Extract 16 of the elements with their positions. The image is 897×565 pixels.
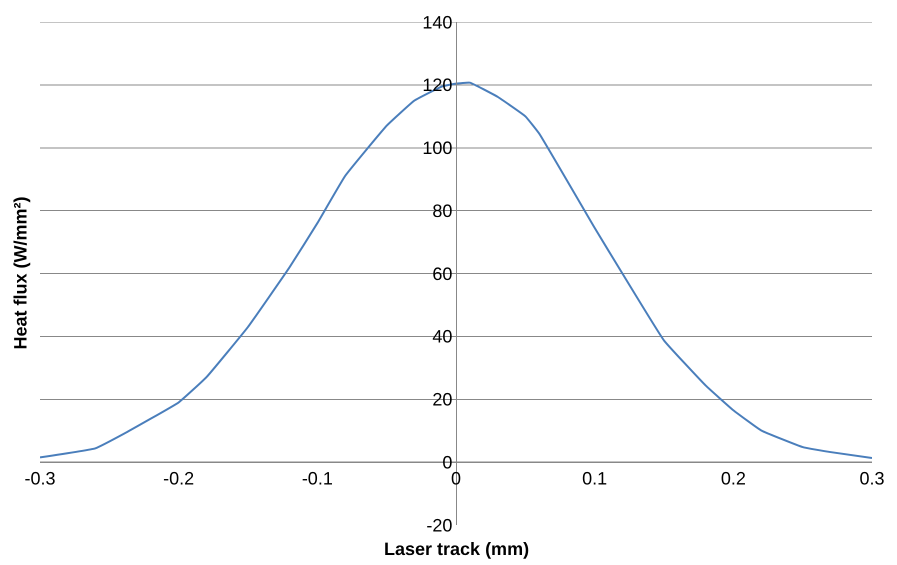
x-tick-label: -0.1 (302, 468, 333, 489)
y-tick-label: 100 (422, 138, 452, 158)
x-tick-label: 0.2 (720, 468, 746, 489)
y-tick-label: 60 (432, 264, 452, 284)
y-axis-title: Heat flux (W/mm²) (10, 196, 30, 350)
y-tick-label: 0 (442, 452, 452, 472)
x-tick-label: -0.2 (163, 468, 194, 489)
y-tick-label: 140 (422, 12, 452, 32)
x-tick-label: -0.3 (24, 468, 56, 489)
x-tick-label: 0.3 (859, 468, 885, 489)
y-tick-label: 20 (432, 390, 452, 410)
y-tick-label: -20 (426, 515, 452, 536)
x-axis-title: Laser track (mm) (384, 539, 530, 559)
x-tick-label: 0.1 (582, 468, 608, 489)
y-tick-label: 40 (432, 326, 452, 347)
y-tick-label: 80 (432, 200, 452, 221)
